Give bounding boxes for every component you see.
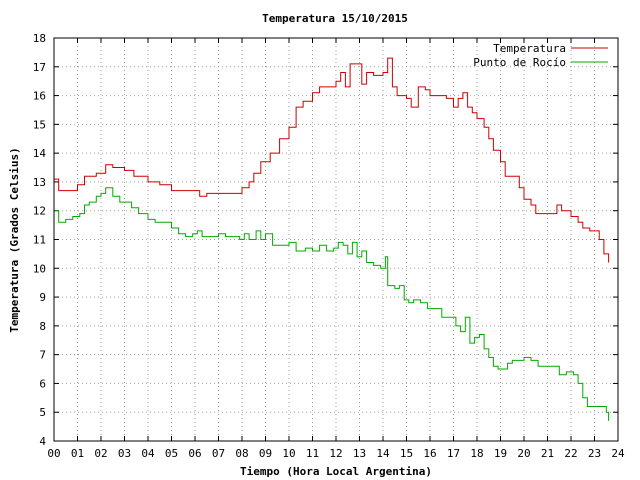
x-tick-label: 01 (71, 447, 84, 460)
legend: Temperatura Punto de Rocío (473, 42, 608, 69)
plot-frame (53, 37, 619, 442)
x-tick-label: 05 (165, 447, 178, 460)
x-tick-label: 07 (212, 447, 225, 460)
y-tick-label: 18 (33, 32, 46, 45)
x-tick-label: 18 (470, 447, 483, 460)
x-tick-label: 20 (517, 447, 530, 460)
grid (54, 38, 618, 441)
x-tick-label: 09 (259, 447, 272, 460)
x-tick-label: 11 (306, 447, 319, 460)
x-tick-label: 03 (118, 447, 131, 460)
y-tick-label: 17 (33, 61, 46, 74)
x-axis-label: Tiempo (Hora Local Argentina) (240, 465, 432, 478)
legend-label-temperatura: Temperatura (493, 42, 566, 55)
y-axis-label: Temperatura (Grados Celsius) (8, 147, 21, 332)
legend-label-punto-de-rocio: Punto de Rocío (473, 56, 566, 69)
y-tick-label: 6 (39, 377, 46, 390)
x-tick-label: 06 (188, 447, 201, 460)
x-tick-label: 13 (353, 447, 366, 460)
y-tick-label: 13 (33, 176, 46, 189)
x-tick-label: 16 (423, 447, 436, 460)
x-tick-label: 04 (141, 447, 155, 460)
y-tick-label: 14 (33, 147, 47, 160)
x-tick-label: 21 (541, 447, 554, 460)
x-tick-label: 15 (400, 447, 413, 460)
y-tick-label: 4 (39, 435, 46, 448)
x-tick-label: 17 (447, 447, 460, 460)
x-tick-label: 22 (564, 447, 577, 460)
x-tick-label: 12 (329, 447, 342, 460)
y-tick-label: 10 (33, 262, 46, 275)
series-line-temperatura (54, 57, 610, 263)
y-tick-label: 16 (33, 90, 46, 103)
x-tick-label: 02 (94, 447, 107, 460)
series-layer (54, 57, 610, 421)
y-tick-label: 5 (39, 406, 46, 419)
x-tick-label: 08 (235, 447, 248, 460)
series-line-punto-de-rocio (54, 187, 610, 421)
y-tick-label: 9 (39, 291, 46, 304)
x-tick-label: 19 (494, 447, 507, 460)
y-tick-label: 12 (33, 205, 46, 218)
y-tick-label: 15 (33, 118, 46, 131)
x-tick-label: 24 (611, 447, 625, 460)
x-tick-label: 00 (47, 447, 60, 460)
x-tick-label: 14 (376, 447, 390, 460)
x-tick-label: 10 (282, 447, 295, 460)
chart-title: Temperatura 15/10/2015 (262, 12, 408, 25)
x-tick-label: 23 (588, 447, 601, 460)
y-tick-label: 7 (39, 349, 46, 362)
y-tick-label: 8 (39, 320, 46, 333)
axis-ticks: 00 01 02 03 04 05 06 07 08 09 10 11 12 13 14 15 16 17 18 19… (33, 32, 625, 460)
y-tick-label: 11 (33, 234, 46, 247)
